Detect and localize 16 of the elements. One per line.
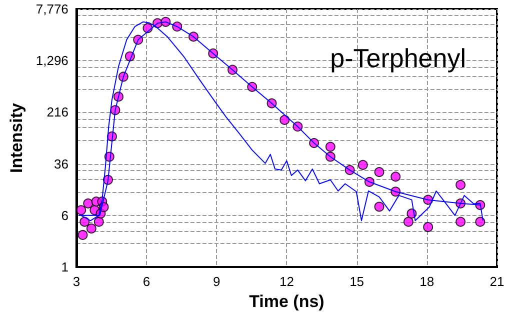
text: p-Terphenyl [330, 43, 466, 73]
x-tick-label: 21 [490, 274, 504, 289]
y-tick-label: 216 [46, 104, 68, 120]
y-axis-title: Intensity [7, 102, 26, 173]
x-tick-label: 3 [72, 274, 80, 289]
x-axis-title: Time (ns) [249, 292, 324, 311]
y-tick-label: 1 [61, 260, 68, 274]
y-tick-label: 36 [54, 156, 68, 172]
x-tick-label: 15 [350, 274, 364, 289]
x-tick-label: 18 [420, 274, 434, 289]
y-tick-label: 7,776 [36, 2, 68, 16]
x-tick-label: 9 [213, 274, 220, 289]
x-tick-label: 12 [279, 274, 294, 289]
y-tick-label: 1,296 [36, 53, 68, 68]
y-tick-label: 6 [61, 208, 68, 223]
x-tick-label: 6 [142, 274, 150, 289]
